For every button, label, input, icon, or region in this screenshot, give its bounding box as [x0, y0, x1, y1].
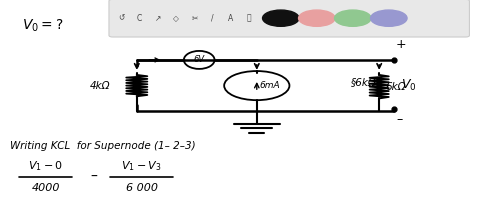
Text: /: /	[211, 14, 214, 23]
Text: $V_1-0$: $V_1-0$	[28, 159, 63, 173]
Text: 6V: 6V	[193, 55, 205, 64]
Text: Writing KCL  for Supernode (1– 2–3): Writing KCL for Supernode (1– 2–3)	[10, 141, 195, 150]
Text: A: A	[228, 14, 233, 23]
Text: $V_0$: $V_0$	[401, 78, 416, 93]
Circle shape	[371, 10, 407, 26]
Circle shape	[299, 10, 335, 26]
Text: 6kΩ: 6kΩ	[385, 82, 406, 92]
Text: 6 000: 6 000	[126, 183, 157, 193]
Text: ↺: ↺	[118, 14, 125, 23]
FancyBboxPatch shape	[109, 0, 469, 37]
Text: ◇: ◇	[173, 14, 179, 23]
Text: 4kΩ: 4kΩ	[90, 81, 110, 91]
Text: –: –	[90, 169, 97, 184]
Text: §6kΩ: §6kΩ	[351, 77, 377, 87]
Text: $V_0 = ?$: $V_0 = ?$	[23, 18, 64, 34]
Text: C: C	[137, 14, 142, 23]
Circle shape	[335, 10, 371, 26]
Circle shape	[224, 71, 289, 100]
Text: ↗: ↗	[155, 14, 161, 23]
Circle shape	[263, 10, 299, 26]
Text: 6mA: 6mA	[259, 81, 280, 90]
Text: +: +	[396, 39, 407, 51]
Text: 4000: 4000	[31, 183, 60, 193]
Text: ✂: ✂	[191, 14, 198, 23]
Text: –: –	[396, 113, 402, 126]
Ellipse shape	[184, 51, 215, 69]
Text: ⬜: ⬜	[247, 14, 252, 23]
Text: $V_1 -V_3$: $V_1 -V_3$	[121, 159, 162, 173]
